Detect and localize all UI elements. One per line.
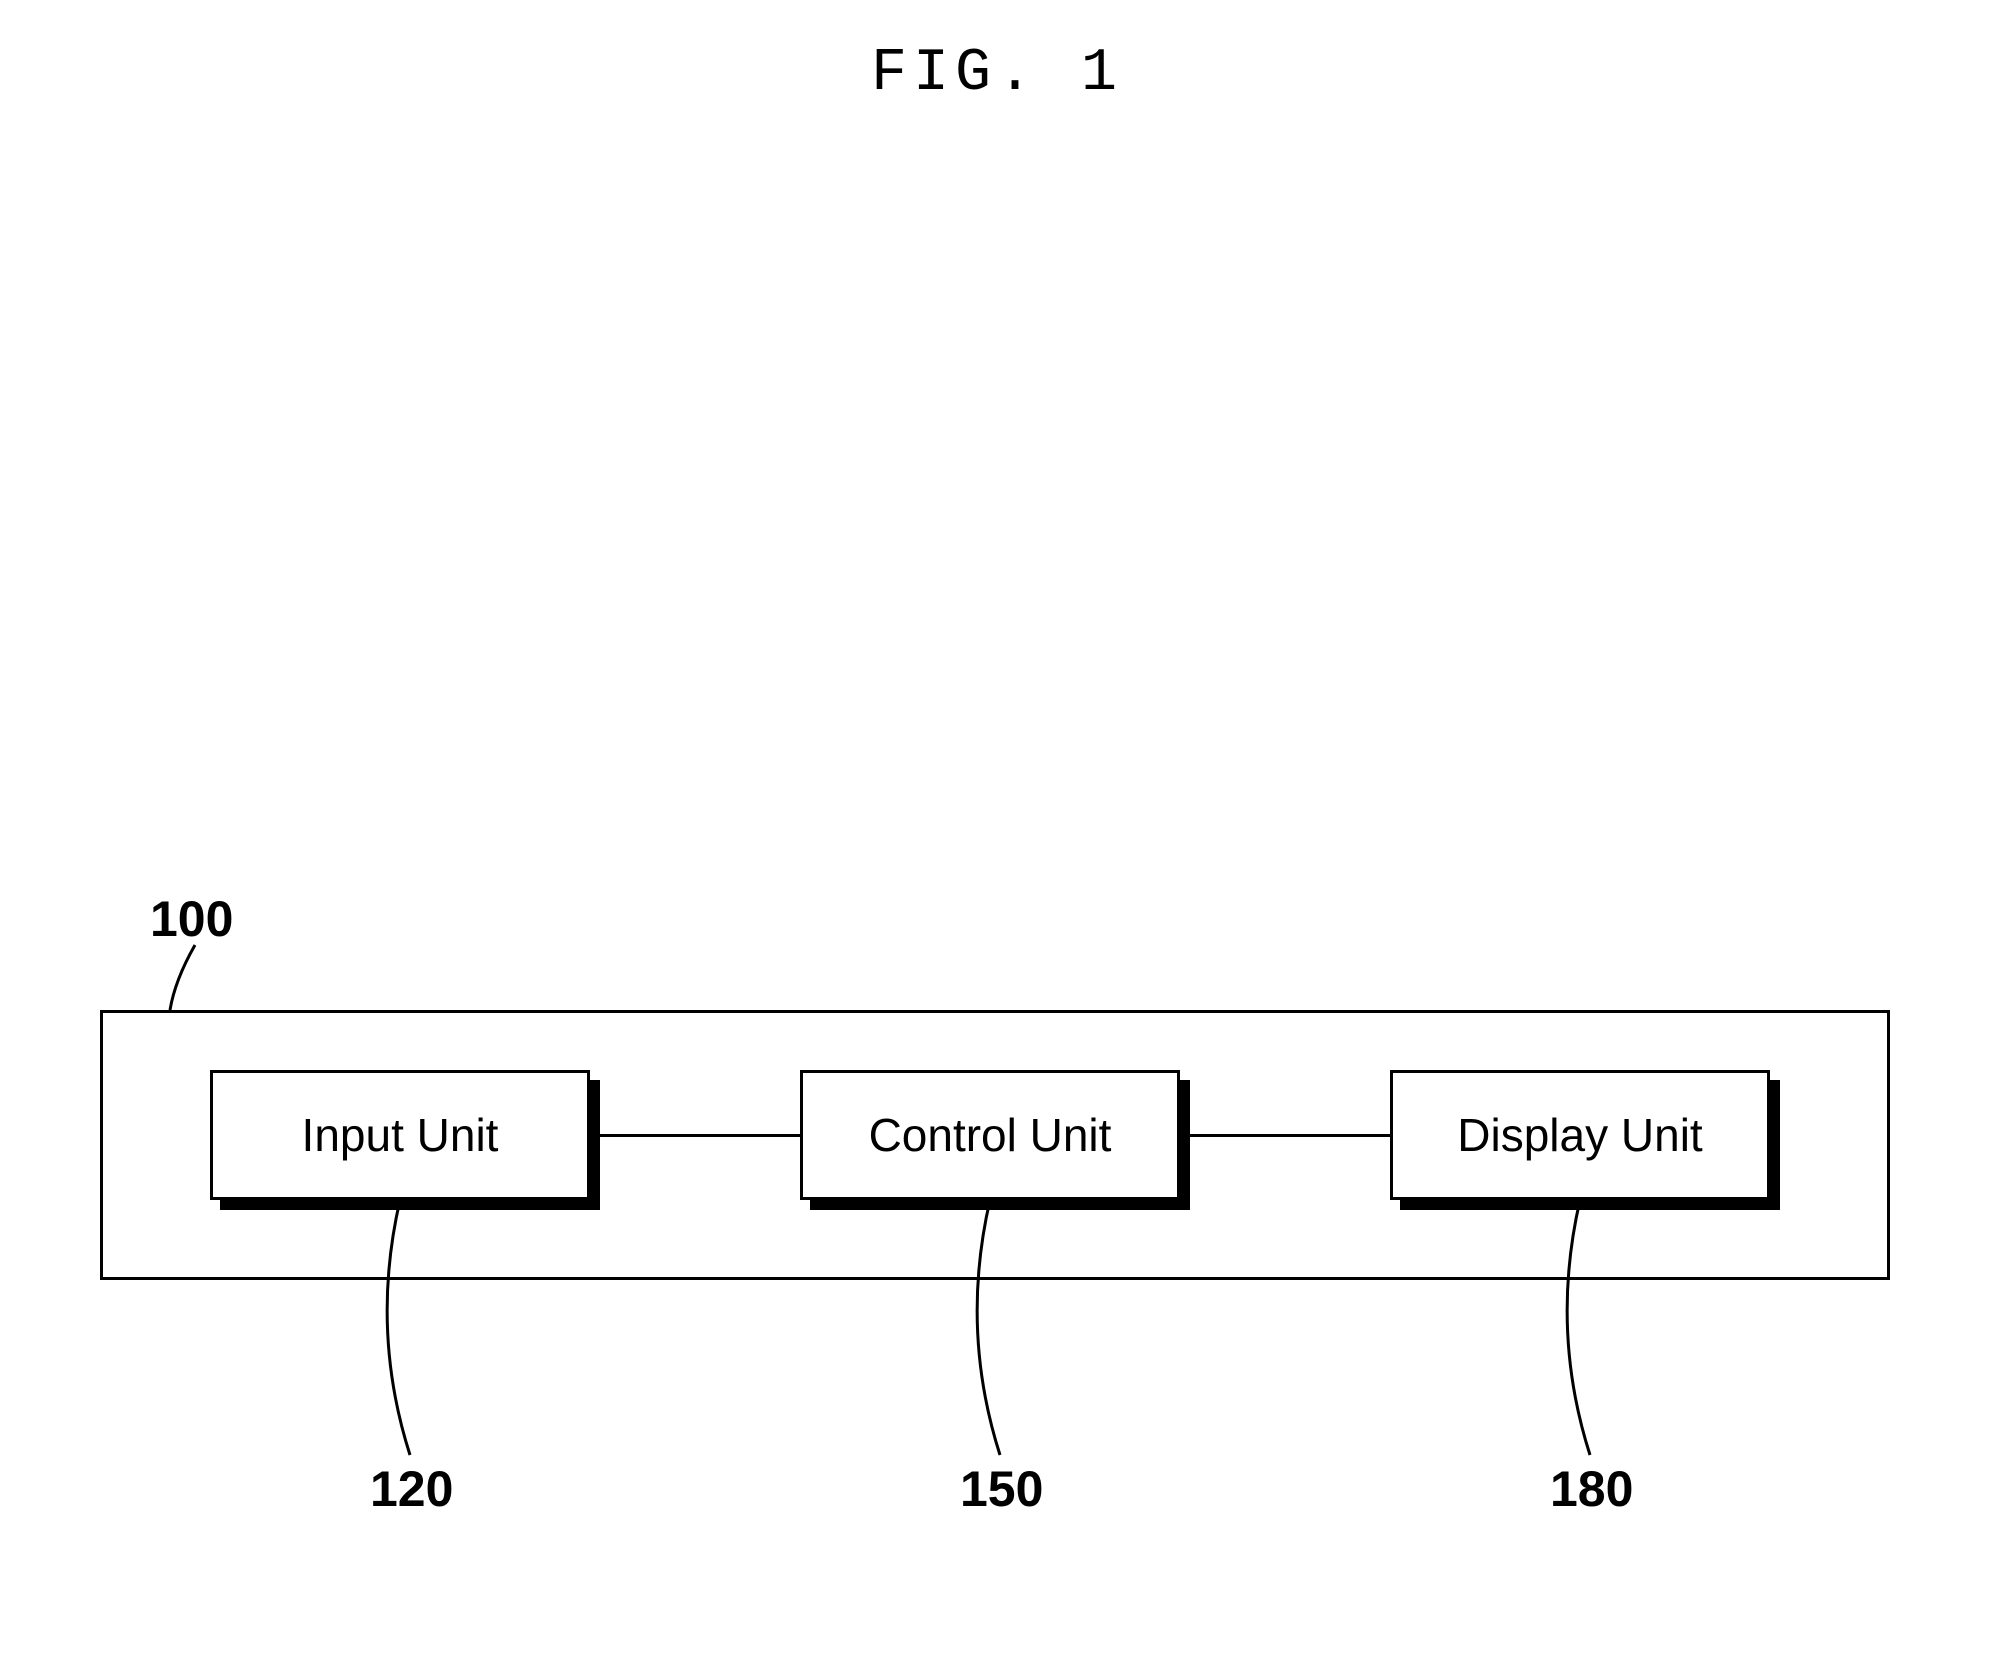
- leader-180: [0, 0, 1994, 1655]
- connector-0-1: [600, 1134, 800, 1137]
- diagram-canvas: FIG. 1 100 Input Unit120Control Unit150D…: [0, 0, 1994, 1655]
- connector-1-2: [1190, 1134, 1390, 1137]
